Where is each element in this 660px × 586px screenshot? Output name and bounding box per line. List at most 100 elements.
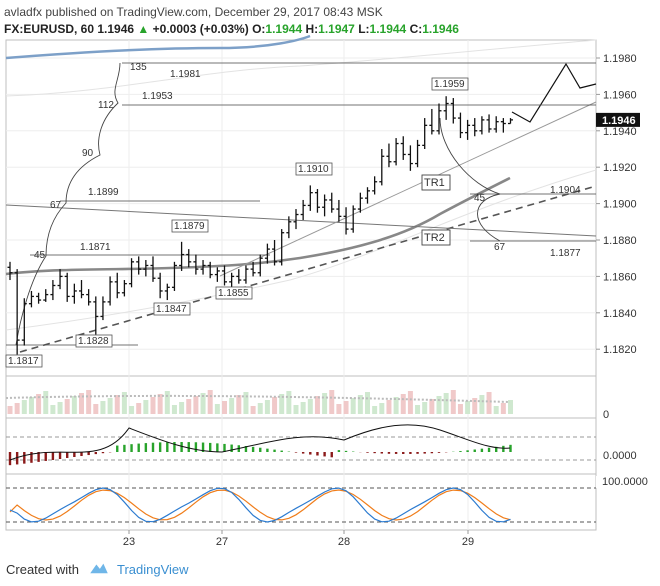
macd-histogram-bar xyxy=(130,444,133,452)
footer: Created with TradingView xyxy=(0,552,660,586)
last-price-marker xyxy=(596,112,640,127)
macd-histogram-bar xyxy=(487,447,491,452)
y-axis-label: 1.1880 xyxy=(603,235,637,247)
stoch-k-line xyxy=(9,487,511,523)
volume-bar xyxy=(508,400,513,414)
tradingview-brand[interactable]: TradingView xyxy=(117,562,189,577)
volume-bar xyxy=(64,399,70,414)
macd-histogram-bar xyxy=(51,452,55,460)
macd-histogram-bar xyxy=(337,450,341,452)
close-value: 1.1946 xyxy=(422,22,459,36)
last-price-axis-label: 1.1946 xyxy=(602,115,636,127)
publisher-name[interactable]: avladfx xyxy=(4,5,43,19)
macd-histogram-bar xyxy=(66,452,69,458)
volume-bar xyxy=(171,405,177,414)
volume-bar xyxy=(257,403,263,414)
macd-histogram-bar xyxy=(316,452,319,456)
macd-axis-label: 0.0000 xyxy=(603,450,637,462)
macd-histogram-bar xyxy=(244,446,248,452)
high-label: H: xyxy=(305,22,319,36)
open-value: 1.1944 xyxy=(265,22,303,36)
volume-bar xyxy=(465,401,471,414)
volume-bar xyxy=(71,396,77,414)
x-axis-label: 27 xyxy=(216,536,228,548)
volume-bar xyxy=(443,393,449,414)
macd-histogram-bar xyxy=(266,448,269,452)
price-annotation-box xyxy=(431,77,469,91)
fib-level-label: 45 xyxy=(34,250,46,261)
fib-level-label: 45 xyxy=(474,193,486,204)
volume-bar xyxy=(486,392,492,414)
price-annotation-label: 1.1953 xyxy=(142,91,173,102)
volume-axis-label: 0 xyxy=(603,409,609,421)
price-annotation-box xyxy=(171,219,209,233)
price-annotation-label: 1.1899 xyxy=(88,187,119,198)
y-axis-label: 1.1840 xyxy=(603,308,637,320)
volume-bar xyxy=(200,393,206,414)
volume-bar xyxy=(343,401,349,414)
macd-histogram-bar xyxy=(373,452,376,454)
volume-bar xyxy=(28,397,34,414)
macd-histogram-bar xyxy=(473,449,476,452)
macd-histogram-bar xyxy=(180,442,183,452)
volume-bar xyxy=(329,390,335,414)
volume-bar xyxy=(121,392,127,414)
fib-arc-right xyxy=(439,117,501,242)
volume-bar xyxy=(379,403,385,414)
volume-bar xyxy=(307,399,313,414)
volume-bar xyxy=(164,391,170,414)
volume-bar xyxy=(393,397,399,414)
price-annotation-box xyxy=(5,354,43,368)
symbol-ohlc-line: FX:EURUSD, 60 1.1946 ▲ +0.0003 (+0.03%) … xyxy=(4,22,459,36)
macd-histogram-bar xyxy=(37,452,40,462)
close-label: C: xyxy=(409,22,423,36)
macd-histogram-bar xyxy=(216,443,219,452)
projection-path xyxy=(511,62,597,123)
volume-bar xyxy=(179,402,185,414)
volume-bar xyxy=(157,394,163,414)
macd-histogram-bar xyxy=(330,452,333,458)
volume-bar xyxy=(150,397,156,414)
price-annotation-box xyxy=(153,302,191,316)
volume-bar xyxy=(322,393,328,414)
volume-bar xyxy=(336,404,342,414)
time-axis[interactable]: 23 27 28 29 xyxy=(123,530,474,548)
macd-histogram-bar xyxy=(151,442,155,452)
y-axis-label: 1.1820 xyxy=(603,344,637,356)
volume-bar xyxy=(479,395,485,414)
macd-histogram-bar xyxy=(301,452,305,454)
volume-bar xyxy=(400,394,406,414)
price-annotation-label: 1.1877 xyxy=(550,248,581,259)
volume-bar xyxy=(272,397,278,414)
last-price: 1.1946 xyxy=(97,22,135,36)
volume-bar xyxy=(386,400,392,414)
macd-histogram-bar xyxy=(423,452,426,454)
y-axis-label: 1.1920 xyxy=(603,162,637,174)
macd-histogram-bar xyxy=(466,450,469,452)
volume-bar xyxy=(250,406,256,414)
fib-level-label: 67 xyxy=(494,242,506,253)
volume-bar xyxy=(186,399,192,414)
volume-bar xyxy=(93,404,99,414)
price-annotations: 1.1981 1.1953 1.1899 1.1871 1.1879 1.1847 1.18… xyxy=(5,62,581,368)
volume-bar xyxy=(86,390,92,414)
macd-histogram-bar xyxy=(23,452,26,464)
trendline-label-box xyxy=(421,229,451,246)
macd-histogram-bar xyxy=(58,452,62,459)
chart-canvas[interactable]: 1.1981 1.1953 1.1899 1.1871 1.1879 1.1847 1.18… xyxy=(0,0,660,552)
volume-bar xyxy=(436,396,442,414)
price-annotation-label: 1.1871 xyxy=(80,242,111,253)
high-value: 1.1947 xyxy=(318,22,355,36)
price-annotation-box xyxy=(75,334,113,348)
macd-histogram-bar xyxy=(280,450,283,452)
candlestick-series xyxy=(7,96,513,355)
macd-pane-frame xyxy=(5,417,597,475)
publish-info: avladfx published on TradingView.com, De… xyxy=(4,5,383,19)
macd-histogram-bar xyxy=(101,452,105,454)
macd-histogram-bar xyxy=(201,442,205,452)
x-axis-label: 29 xyxy=(462,536,474,548)
price-annotation-label: 1.1817 xyxy=(8,356,39,367)
symbol-label[interactable]: FX:EURUSD, 60 xyxy=(4,22,95,36)
macd-histogram-bar xyxy=(80,452,83,457)
